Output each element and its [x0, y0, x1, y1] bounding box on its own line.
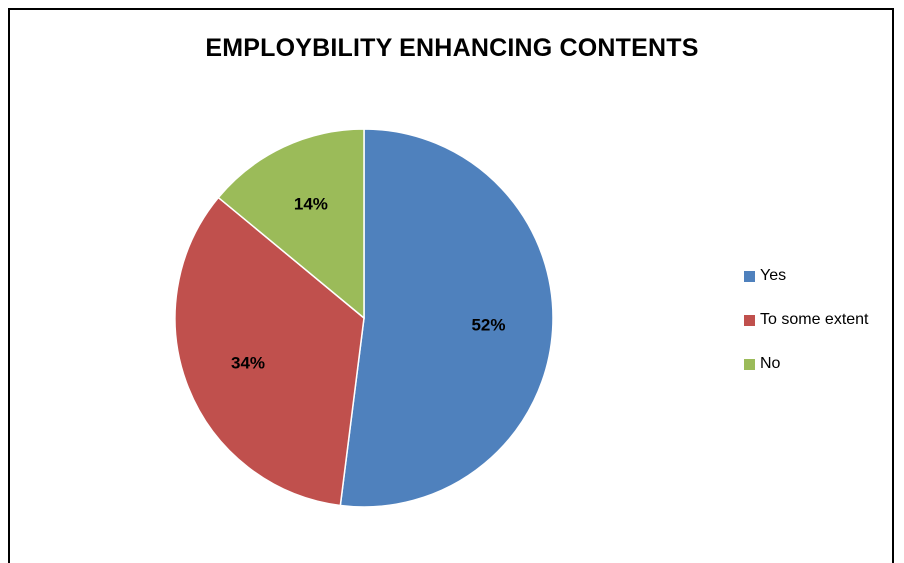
pie-slice-no — [217, 128, 365, 320]
pie-slices — [174, 128, 554, 508]
legend-label-to-some-extent: To some extent — [760, 311, 869, 328]
pie-label-yes: 52% — [471, 315, 505, 334]
pie-labels: 52% 34% 14% — [231, 195, 506, 373]
legend-swatch-to-some-extent — [744, 314, 755, 326]
pie-slice-to-some-extent — [174, 196, 365, 507]
legend-label-no: No — [760, 355, 781, 372]
legend-item-no: No — [744, 353, 869, 375]
chart-title: EMPLOYBILITY ENHANCING CONTENTS — [205, 34, 699, 62]
legend-item-to-some-extent: To some extent — [744, 309, 869, 331]
legend-label-yes: Yes — [760, 267, 787, 284]
pie-label-no: 14% — [294, 195, 328, 214]
chart-legend: Yes To some extent No — [744, 265, 869, 397]
legend-item-yes: Yes — [744, 265, 869, 287]
pie-label-to-some-extent: 34% — [231, 353, 265, 372]
pie-slice-yes — [339, 128, 554, 508]
legend-swatch-yes — [744, 270, 755, 282]
legend-swatch-no — [744, 358, 755, 370]
